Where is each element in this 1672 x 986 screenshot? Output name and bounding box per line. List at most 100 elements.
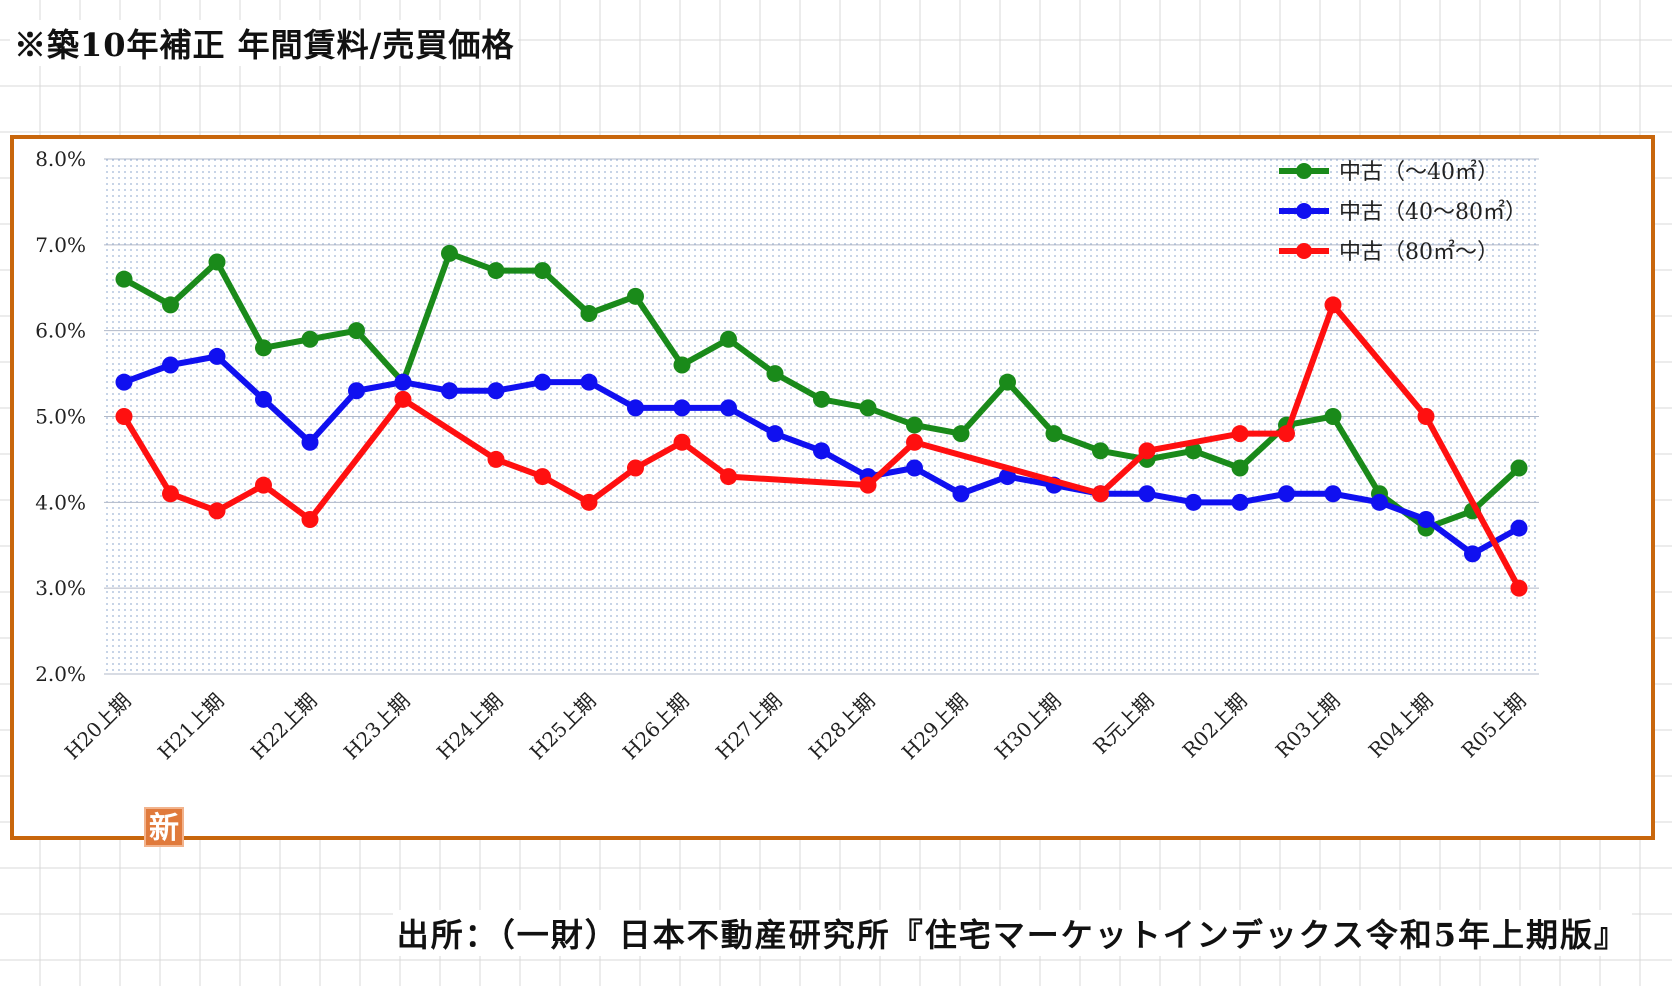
data-point — [162, 356, 179, 374]
x-tick-label: R03上期 — [1271, 689, 1345, 763]
data-point — [1464, 545, 1481, 563]
x-tick-label: H28上期 — [804, 689, 880, 765]
data-point — [627, 287, 644, 305]
data-point — [580, 373, 598, 391]
y-tick-label: 2.0% — [35, 662, 86, 686]
new-badge: 新 — [144, 807, 184, 847]
page-title: ※築10年補正 年間賃料/売買価格 — [10, 20, 519, 66]
legend-swatch-marker — [1296, 203, 1312, 219]
data-point — [720, 330, 737, 348]
data-point — [348, 382, 365, 400]
data-point — [813, 390, 830, 408]
data-point — [394, 373, 412, 391]
data-point — [813, 442, 830, 460]
data-point — [115, 270, 133, 288]
data-point — [115, 408, 133, 425]
data-point — [720, 468, 737, 486]
legend-swatch-marker — [1296, 243, 1312, 259]
data-point — [1510, 579, 1528, 597]
legend-label: 中古（80㎡～） — [1339, 239, 1499, 265]
data-point — [162, 485, 179, 503]
x-tick-label: H20上期 — [60, 689, 136, 765]
data-point — [999, 373, 1016, 391]
data-point — [1045, 425, 1063, 443]
data-point — [1417, 408, 1435, 425]
data-point — [208, 347, 226, 365]
x-tick-label: H29上期 — [897, 689, 973, 765]
data-point — [1185, 442, 1202, 460]
data-point — [487, 382, 505, 400]
x-tick-label: R02上期 — [1178, 689, 1252, 763]
data-point — [580, 305, 598, 322]
legend-item: 中古（80㎡～） — [1279, 239, 1499, 265]
data-point — [1092, 442, 1109, 460]
x-tick-label: R元上期 — [1088, 689, 1158, 759]
data-point — [208, 502, 226, 520]
data-point — [1510, 459, 1528, 477]
data-point — [441, 244, 458, 262]
data-point — [1510, 519, 1528, 537]
x-tick-label: H30上期 — [990, 689, 1066, 765]
data-point — [301, 511, 319, 528]
data-point — [627, 399, 644, 417]
data-point — [673, 433, 691, 451]
x-tick-label: H24上期 — [432, 689, 508, 765]
y-tick-label: 4.0% — [35, 490, 86, 514]
data-point — [534, 468, 551, 486]
data-point — [859, 476, 877, 494]
data-point — [906, 459, 923, 477]
data-point — [301, 433, 319, 451]
data-point — [1324, 296, 1342, 314]
y-tick-label: 3.0% — [35, 576, 86, 600]
data-point — [487, 262, 505, 280]
data-point — [534, 373, 551, 391]
data-point — [1138, 442, 1156, 460]
data-point — [580, 493, 598, 511]
data-point — [859, 399, 877, 417]
data-point — [1278, 425, 1295, 443]
legend-swatch-marker — [1296, 163, 1312, 179]
data-point — [1231, 425, 1249, 443]
data-point — [766, 365, 784, 383]
x-tick-label: H27上期 — [711, 689, 787, 765]
data-point — [627, 459, 644, 477]
y-tick-label: 7.0% — [35, 233, 86, 257]
chart-frame: 2.0% 3.0% 4.0% 5.0% 6.0% 7.0% 8.0% H20上期 H21上期 H2… — [10, 135, 1655, 847]
x-tick-label: H21上期 — [153, 689, 229, 765]
data-point — [208, 253, 226, 271]
data-point — [1324, 485, 1342, 503]
legend-item: 中古（～40㎡） — [1279, 159, 1499, 185]
data-point — [999, 468, 1016, 486]
data-point — [1231, 493, 1249, 511]
legend-item: 中古（40～80㎡） — [1279, 199, 1527, 225]
data-point — [301, 330, 319, 348]
data-point — [952, 425, 970, 443]
data-point — [1092, 485, 1109, 503]
data-point — [673, 399, 691, 417]
line-chart: 2.0%3.0%4.0%5.0%6.0%7.0%8.0%H20上期 H21上期 H2… — [35, 147, 1539, 765]
source-note: 出所：（一財）日本不動産研究所『住宅マーケットインデックス令和5年上期版』 — [392, 910, 1632, 956]
data-point — [1324, 408, 1342, 425]
data-point — [441, 382, 458, 400]
data-point — [906, 416, 923, 434]
x-tick-label: H23上期 — [339, 689, 415, 765]
data-point — [1278, 485, 1295, 503]
data-point — [255, 339, 272, 357]
y-tick-label: 8.0% — [35, 147, 86, 171]
data-point — [1417, 511, 1435, 528]
x-tick-label: H26上期 — [618, 689, 694, 765]
legend-label: 中古（～40㎡） — [1339, 159, 1499, 185]
x-tick-label: R05上期 — [1457, 689, 1531, 763]
x-tick-label: R04上期 — [1364, 689, 1438, 763]
data-point — [952, 485, 970, 503]
data-point — [720, 399, 737, 417]
y-tick-label: 6.0% — [35, 319, 86, 343]
data-point — [534, 262, 551, 280]
legend-label: 中古（40～80㎡） — [1339, 199, 1527, 225]
data-point — [255, 390, 272, 408]
data-point — [162, 296, 179, 314]
data-point — [1185, 493, 1202, 511]
data-point — [348, 322, 365, 340]
data-point — [394, 390, 412, 408]
data-point — [673, 356, 691, 374]
